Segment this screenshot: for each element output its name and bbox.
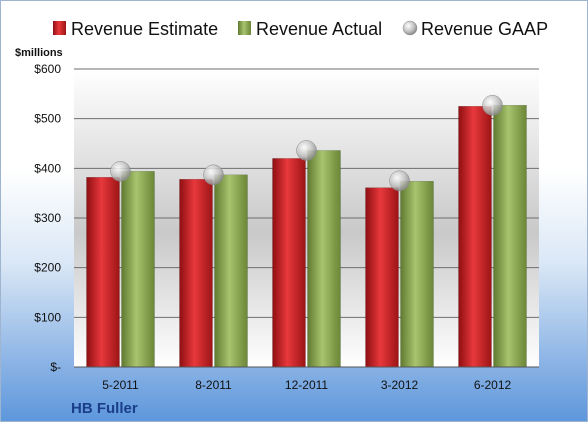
bars (86, 105, 527, 368)
legend: Revenue Estimate Revenue Actual Revenue GA… (53, 19, 548, 39)
revenue-estimate-bar (365, 187, 399, 368)
legend-label: Revenue Estimate (71, 19, 218, 39)
legend-item: Revenue GAAP (402, 19, 548, 39)
revenue-estimate-bar (458, 106, 492, 368)
y-tick-label: $200 (34, 261, 61, 275)
y-tick-label: $100 (34, 310, 61, 324)
revenue-gaap-marker (389, 170, 410, 191)
revenue-actual-bar (214, 174, 248, 368)
revenue-gaap-marker (110, 161, 131, 182)
x-tick-label: 12-2011 (285, 378, 328, 392)
gaap-markers (110, 95, 503, 191)
legend-item: Revenue Actual (238, 19, 382, 39)
x-tick-label: 5-2011 (102, 378, 139, 392)
revenue-actual-bar (121, 171, 155, 368)
legend-label: Revenue GAAP (421, 19, 548, 39)
legend-label: Revenue Actual (256, 19, 382, 39)
y-tick-label: $- (50, 360, 61, 374)
revenue-estimate-bar (179, 179, 213, 368)
revenue-gaap-marker (203, 164, 224, 186)
y-tick-label: $500 (34, 112, 61, 126)
company-name: HB Fuller (71, 400, 138, 417)
revenue-actual-bar (307, 150, 341, 368)
x-tick-label: 6-2012 (474, 378, 512, 392)
y-tick-label: $300 (34, 211, 61, 225)
legend-swatch (53, 21, 66, 35)
revenue-estimate-bar (86, 177, 120, 368)
revenue-gaap-marker (482, 95, 503, 116)
x-tick-label: 8-2011 (195, 378, 232, 392)
revenue-actual-bar (493, 105, 527, 368)
axes: $- $100 $200 $300 $400 $500 $600 5-2011 8-2011 12… (34, 62, 539, 392)
y-tick-label: $400 (34, 161, 61, 175)
revenue-estimate-bar (272, 158, 306, 368)
y-units-label: $millions (15, 47, 63, 59)
revenue-actual-bar (400, 180, 434, 368)
legend-swatch (238, 21, 251, 35)
legend-item: Revenue Estimate (53, 19, 218, 39)
x-tick-label: 3-2012 (381, 378, 419, 392)
legend-swatch (402, 20, 418, 36)
y-tick-label: $600 (34, 62, 61, 76)
revenue-gaap-marker (296, 140, 317, 161)
